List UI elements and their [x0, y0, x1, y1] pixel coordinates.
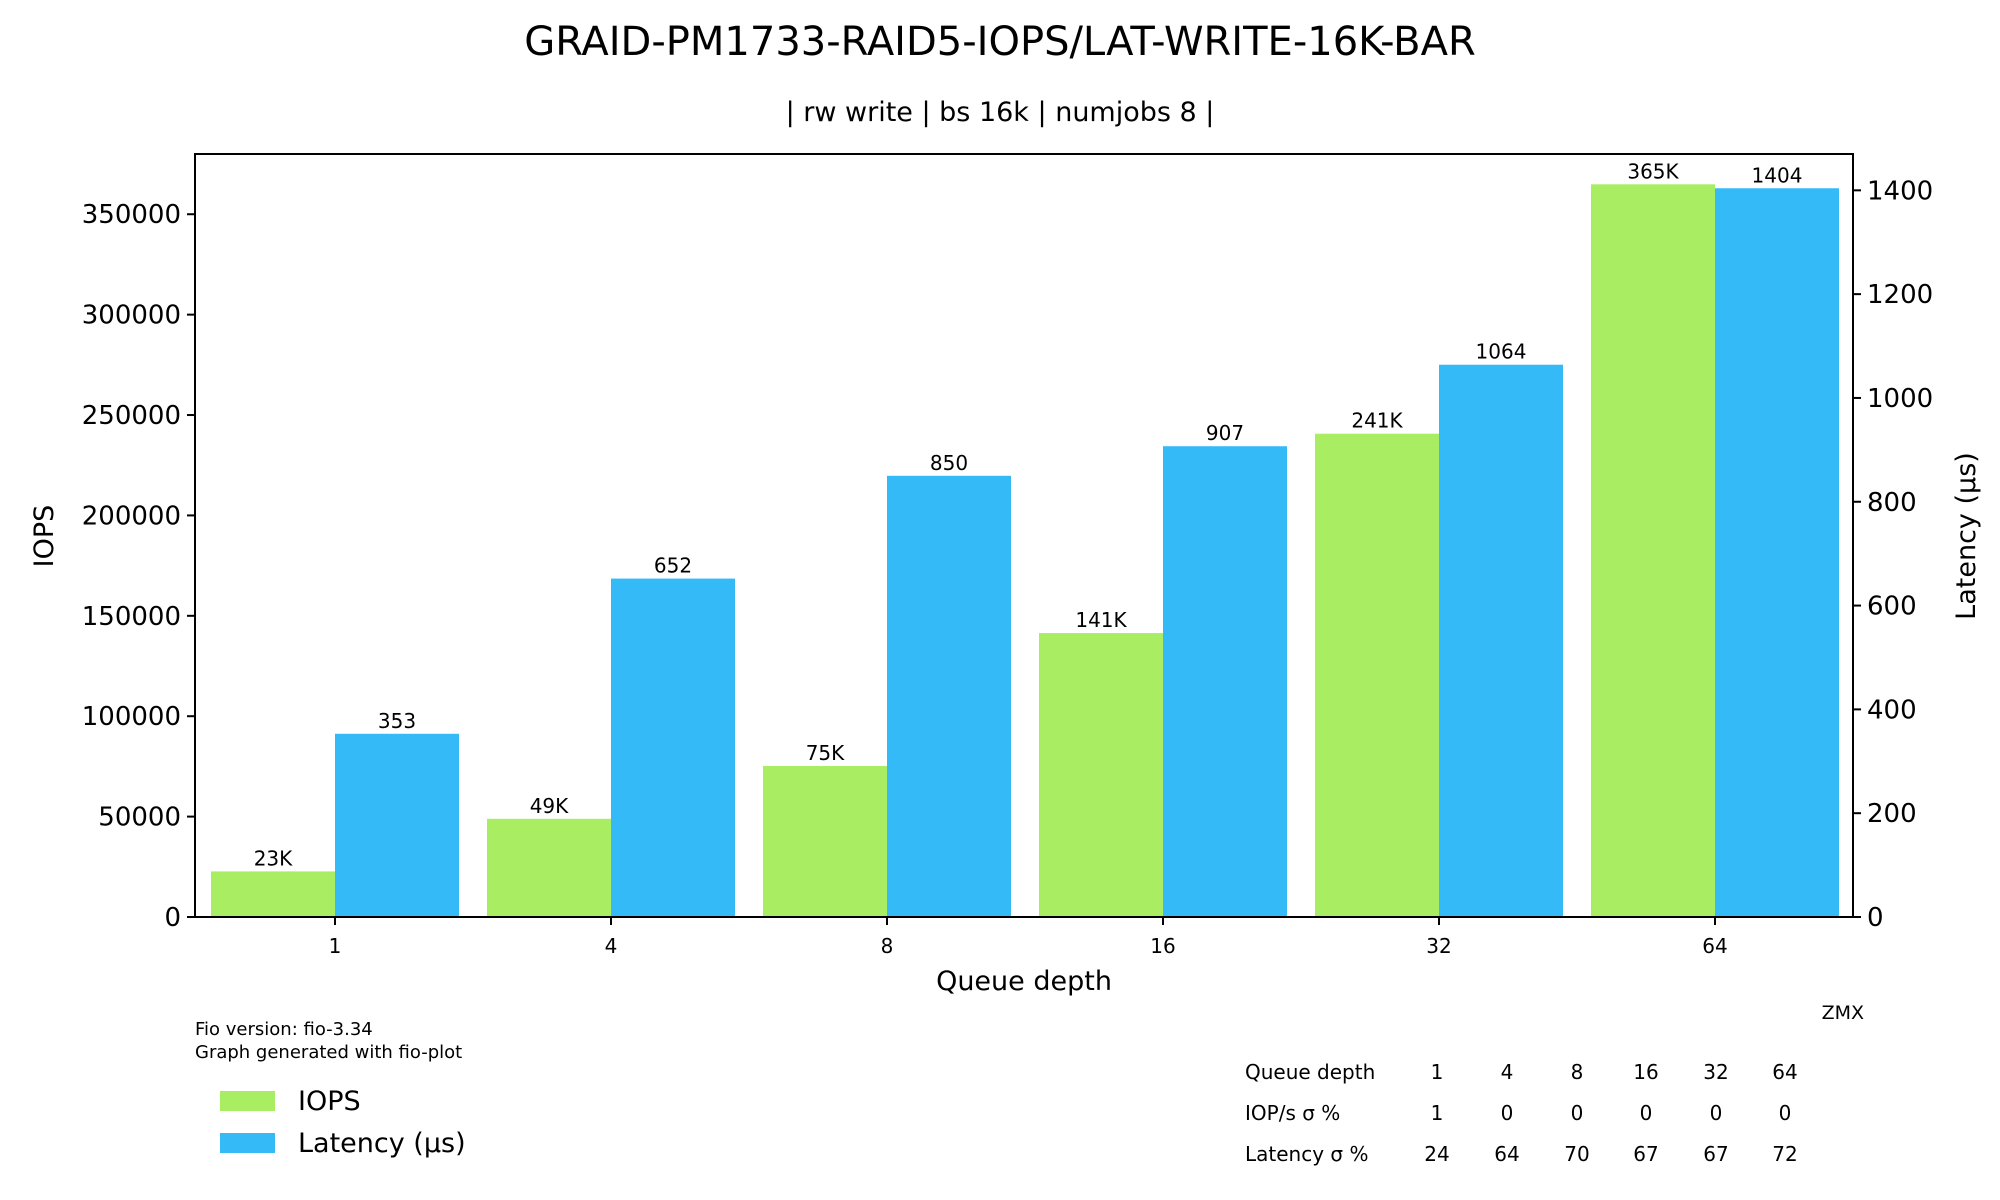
y2-tick-label: 200 — [1867, 799, 1917, 829]
x-axis-label: Queue depth — [936, 966, 1112, 997]
stats-table: Queue depth 1 4 8 16 32 64 IOP/s σ % 1 0 0 0 0 0 Laten… — [1245, 1060, 1798, 1166]
y2-tick-label: 0 — [1867, 903, 1884, 933]
y2-tick-label: 800 — [1867, 488, 1917, 518]
iops-label-4: 49K — [530, 794, 569, 818]
y-tick-label: 0 — [164, 903, 181, 933]
latency-bar-1 — [335, 733, 459, 917]
latency-label-16: 907 — [1206, 421, 1244, 445]
stats-cell: 67 — [1633, 1142, 1658, 1166]
chart-subtitle: | rw write | bs 16k | numjobs 8 | — [786, 97, 1215, 128]
legend: IOPS Latency (µs) — [220, 1086, 466, 1159]
iops-bar-1 — [211, 871, 335, 917]
latency-bar-8 — [887, 475, 1011, 917]
stats-cell: 0 — [1501, 1101, 1514, 1125]
legend-entry: Latency (µs) — [298, 1128, 466, 1159]
y-tick-label: 100000 — [82, 702, 181, 732]
y2-tick-label: 1000 — [1867, 384, 1933, 414]
x-axis: 1 4 8 16 32 64 — [329, 917, 1728, 958]
legend-swatch — [220, 1133, 275, 1153]
iops-bar-4 — [487, 818, 611, 917]
legend-swatch — [220, 1091, 275, 1111]
y-tick-label: 350000 — [82, 200, 181, 230]
legend-entry: IOPS — [298, 1086, 361, 1117]
y-tick-label: 50000 — [98, 803, 181, 833]
stats-cell: 64 — [1772, 1060, 1797, 1084]
x-tick-label: 32 — [1426, 934, 1451, 958]
y2-tick-label: 600 — [1867, 592, 1917, 622]
latency-label-1: 353 — [378, 709, 416, 733]
stats-cell: 1 — [1431, 1101, 1444, 1125]
latency-bar-32 — [1439, 364, 1563, 917]
y2-tick-label: 1400 — [1867, 176, 1933, 206]
iops-label-16: 141K — [1075, 608, 1127, 632]
y2-tick-label: 400 — [1867, 695, 1917, 725]
latency-label-64: 1404 — [1752, 163, 1803, 187]
stats-row-label: IOP/s σ % — [1245, 1101, 1340, 1125]
watermark: ZMX — [1822, 1002, 1864, 1024]
iops-bar-8 — [763, 766, 887, 917]
stats-cell: 0 — [1710, 1101, 1723, 1125]
bars-layer — [211, 184, 1839, 917]
iops-bar-64 — [1591, 184, 1715, 917]
stats-cell: 64 — [1494, 1142, 1519, 1166]
y-axis-left: 0 50000 100000 150000 200000 250000 300000 3500… — [82, 200, 195, 933]
y-tick-label: 150000 — [82, 602, 181, 632]
latency-label-4: 652 — [654, 554, 692, 578]
y-tick-label: 200000 — [82, 501, 181, 531]
plot-frame — [194, 153, 1854, 918]
y2-axis-label: Latency (µs) — [1951, 452, 1982, 620]
stats-cell: 32 — [1703, 1060, 1728, 1084]
y-tick-label: 300000 — [82, 301, 181, 331]
iops-bar-16 — [1039, 633, 1163, 917]
stats-cell: 0 — [1571, 1101, 1584, 1125]
bar-labels-layer: 23K 49K 75K 141K 241K 365K 353 652 850 907 1064 140… — [254, 159, 1803, 870]
iops-bar-32 — [1315, 433, 1439, 917]
iops-label-64: 365K — [1627, 159, 1679, 183]
stats-cell: 4 — [1501, 1060, 1514, 1084]
latency-bar-64 — [1715, 188, 1839, 917]
latency-label-8: 850 — [930, 451, 968, 475]
stats-cell: 1 — [1431, 1060, 1444, 1084]
stats-row-label: Latency σ % — [1245, 1142, 1368, 1166]
latency-bar-16 — [1163, 446, 1287, 917]
stats-cell: 72 — [1772, 1142, 1797, 1166]
stats-cell: 24 — [1424, 1142, 1449, 1166]
stats-cell: 67 — [1703, 1142, 1728, 1166]
x-tick-label: 16 — [1150, 934, 1175, 958]
iops-label-8: 75K — [806, 741, 845, 765]
chart-title: GRAID-PM1733-RAID5-IOPS/LAT-WRITE-16K-BA… — [524, 19, 1476, 65]
stats-cell: 16 — [1633, 1060, 1658, 1084]
stats-cell: 0 — [1640, 1101, 1653, 1125]
y2-tick-label: 1200 — [1867, 280, 1933, 310]
iops-label-32: 241K — [1351, 409, 1403, 433]
stats-cell: 8 — [1571, 1060, 1584, 1084]
x-tick-label: 4 — [605, 934, 618, 958]
x-tick-label: 1 — [329, 934, 342, 958]
latency-bar-4 — [611, 578, 735, 917]
stats-cell: 0 — [1779, 1101, 1792, 1125]
stats-row-label: Queue depth — [1245, 1060, 1375, 1084]
iops-label-1: 23K — [254, 846, 293, 870]
y-axis-right: 0 200 400 600 800 1000 1200 1400 — [1853, 176, 1933, 933]
footer-generated-with: Graph generated with fio-plot — [195, 1042, 462, 1063]
x-tick-label: 64 — [1702, 934, 1727, 958]
stats-cell: 70 — [1564, 1142, 1589, 1166]
y-axis-label: IOPS — [29, 505, 60, 568]
latency-label-32: 1064 — [1476, 340, 1527, 364]
y-tick-label: 250000 — [82, 401, 181, 431]
footer-fio-version: Fio version: fio-3.34 — [195, 1019, 373, 1040]
x-tick-label: 8 — [881, 934, 894, 958]
